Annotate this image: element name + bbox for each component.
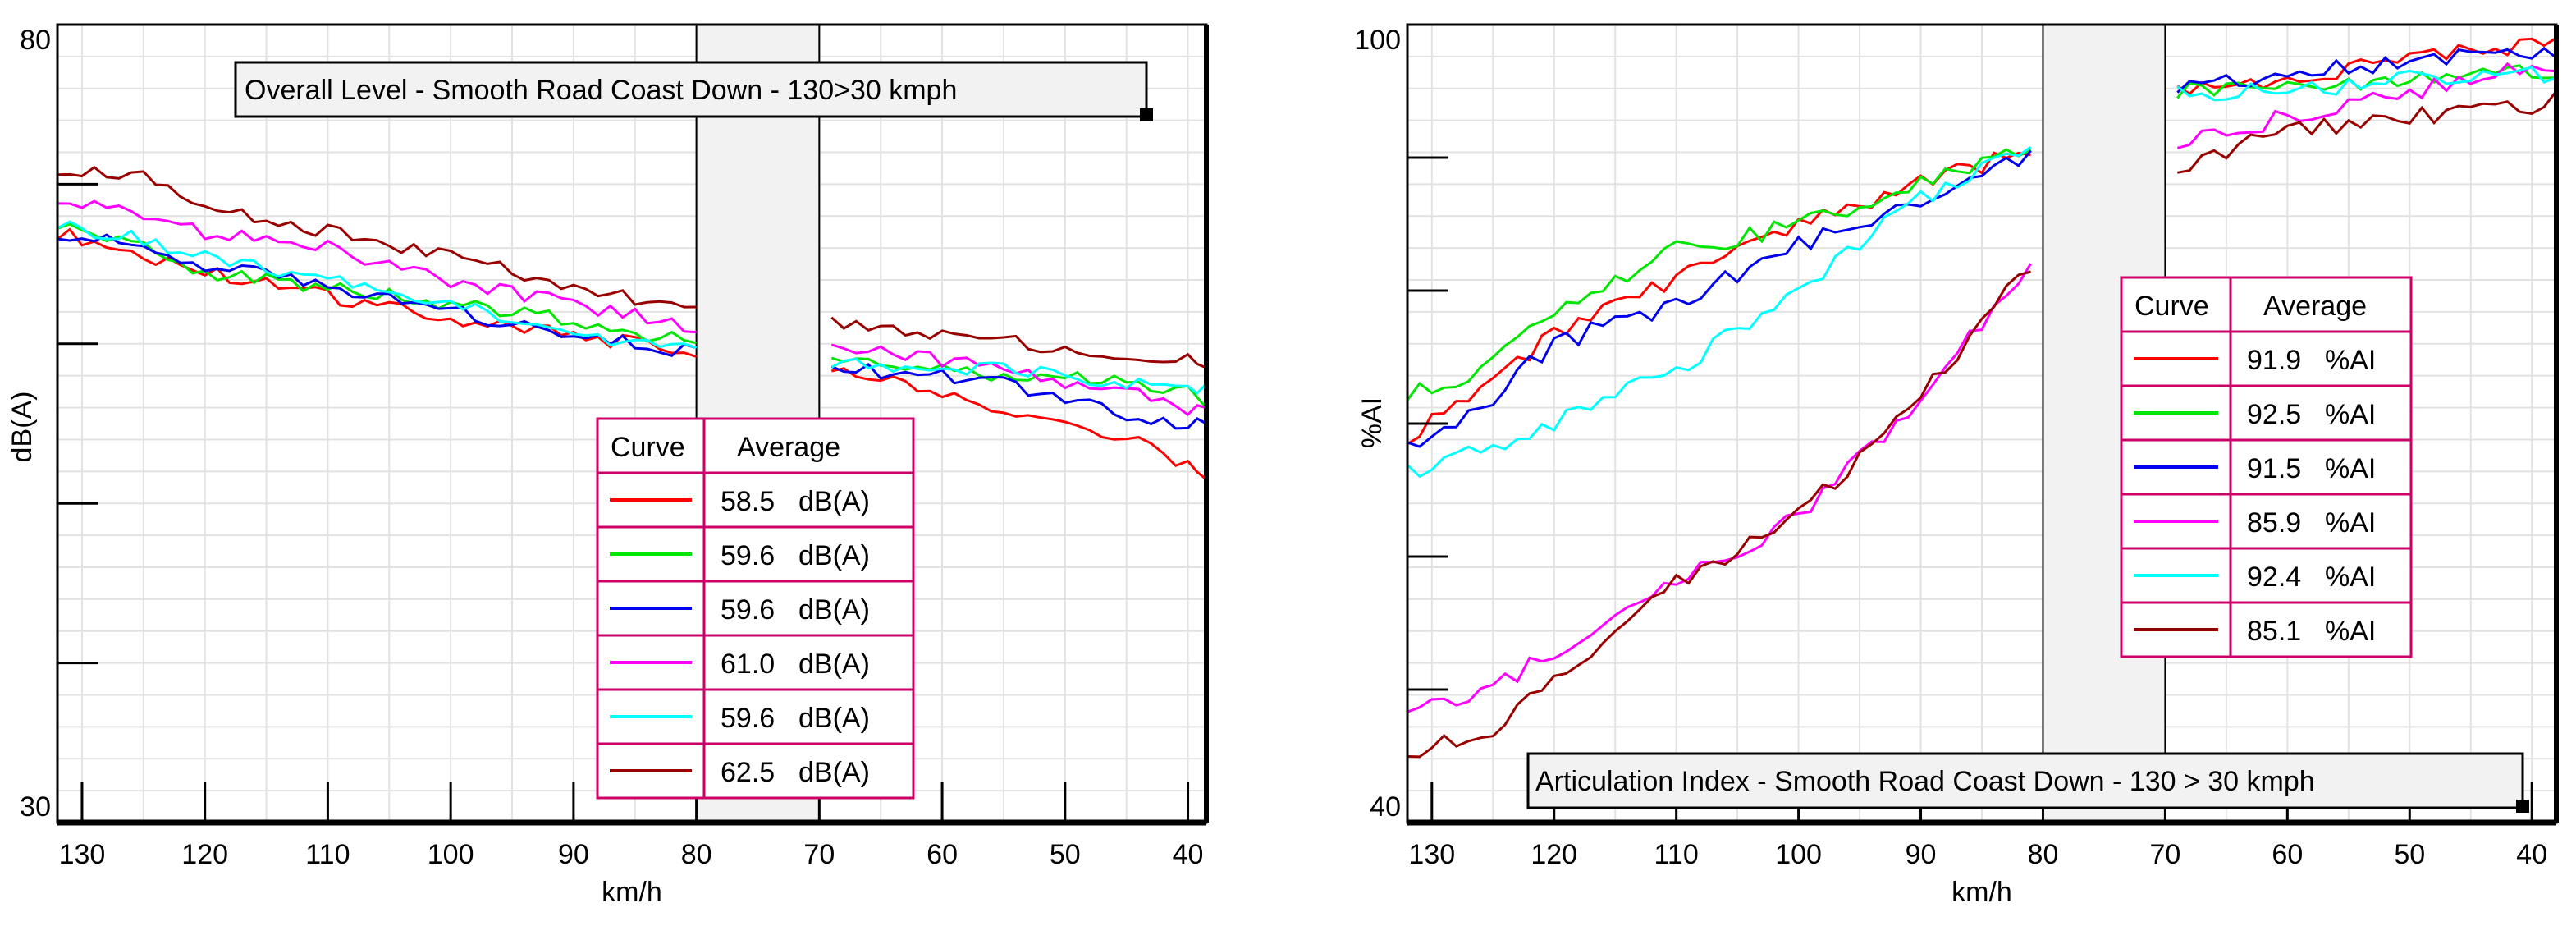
resize-handle-icon [1140, 108, 1153, 121]
overall-level-chart: 130 120 110 100 90 80 70 60 50 40 30 80 km/h dB(A) Ove… [7, 23, 1209, 908]
series-line-2 [830, 356, 1208, 409]
y-axis-label: %AI [1357, 397, 1388, 448]
series-line-4 [57, 199, 697, 334]
x-axis-label: km/h [1951, 877, 2012, 908]
y-tick-label-min: 40 [1370, 791, 1401, 823]
chart-title-box [234, 61, 1148, 118]
legend-average-value: 59.6 [721, 540, 775, 571]
x-tick-label: 80 [2028, 839, 2059, 870]
x-tick-label: 100 [1775, 839, 1822, 870]
legend-average-unit: %AI [2325, 345, 2376, 376]
x-tick-label: 60 [2272, 839, 2303, 870]
legend-header-average: Average [737, 432, 840, 463]
x-tick-label: 80 [681, 839, 712, 870]
legend-average-unit: %AI [2325, 616, 2376, 647]
x-axis-label: km/h [602, 877, 662, 908]
legend-average-value: 59.6 [721, 703, 775, 734]
legend-average-value: 91.5 [2247, 453, 2301, 484]
legend: Curve Average 58.5 dB(A) 59.6 dB(A) 59.6 dB(A) 6… [596, 417, 915, 800]
series-line-5 [1406, 145, 2032, 479]
legend-average-value: 92.5 [2247, 399, 2301, 430]
x-tick-label: 120 [1531, 839, 1577, 870]
legend-average-unit: %AI [2325, 453, 2376, 484]
x-tick-label: 40 [2516, 839, 2547, 870]
series-line-2 [1406, 148, 2032, 401]
legend-average-value: 62.5 [721, 757, 775, 788]
legend-average-unit: %AI [2325, 399, 2376, 430]
series-line-6 [1407, 270, 2031, 759]
chart-title: Articulation Index - Smooth Road Coast D… [1535, 766, 2315, 797]
legend-header-curve: Curve [611, 432, 685, 463]
legend-average-unit: %AI [2325, 507, 2376, 539]
x-tick-label: 110 [305, 839, 350, 870]
legend-average-unit: %AI [2325, 562, 2376, 593]
legend-header-curve: Curve [2134, 291, 2209, 322]
y-tick-label-max: 80 [20, 25, 51, 56]
y-tick-label-min: 30 [20, 791, 51, 823]
legend-average-value: 91.9 [2247, 345, 2301, 376]
series-line-3 [830, 363, 1207, 430]
x-tick-label: 110 [1654, 839, 1699, 870]
legend-average-unit: dB(A) [798, 649, 870, 680]
legend-header-average: Average [2263, 291, 2367, 322]
series-line-5 [2176, 66, 2557, 102]
x-tick-label: 70 [2149, 839, 2180, 870]
series-line-2 [57, 222, 697, 345]
legend-average-unit: dB(A) [798, 703, 870, 734]
legend: Curve Average 91.9 %AI 92.5 %AI 91.5 %AI 85.9 %AI… [2120, 276, 2413, 658]
resize-handle-icon [2516, 800, 2529, 813]
chart-title-box [1526, 752, 2524, 809]
series-line-5 [57, 220, 698, 350]
legend-frame [2120, 276, 2413, 658]
series-line-3 [2176, 46, 2557, 94]
series-line-6 [57, 165, 697, 309]
x-tick-label: 40 [1173, 839, 1204, 870]
x-tick-label: 60 [927, 839, 958, 870]
x-tick-label: 50 [2394, 839, 2425, 870]
series-line-6 [830, 316, 1207, 369]
x-tick-label: 130 [1408, 839, 1455, 870]
x-tick-label: 50 [1050, 839, 1081, 870]
x-tick-label: 130 [59, 839, 106, 870]
chart-title: Overall Level - Smooth Road Coast Down -… [245, 75, 957, 106]
legend-average-value: 92.4 [2247, 562, 2301, 593]
series-line-4 [2176, 62, 2557, 149]
legend-average-unit: dB(A) [798, 757, 870, 788]
series-line-6 [2177, 90, 2558, 174]
legend-average-unit: dB(A) [798, 486, 870, 517]
series-line-4 [1407, 263, 2032, 713]
x-tick-label: 100 [428, 839, 474, 870]
x-tick-label: 70 [803, 839, 835, 870]
legend-average-value: 85.9 [2247, 507, 2301, 539]
legend-average-value: 59.6 [721, 594, 775, 626]
x-tick-label: 90 [1906, 839, 1937, 870]
legend-average-value: 85.1 [2247, 616, 2301, 647]
y-axis-label: dB(A) [7, 392, 38, 463]
series-line-5 [830, 357, 1208, 396]
legend-average-unit: dB(A) [798, 540, 870, 571]
series-line-4 [830, 343, 1207, 417]
series-line-1 [57, 227, 698, 358]
articulation-index-chart: 130 120 110 100 90 80 70 60 50 40 40 100 km/h %AI Arti… [1354, 23, 2559, 908]
x-tick-label: 90 [558, 839, 589, 870]
y-tick-label-max: 100 [1354, 25, 1401, 56]
legend-average-value: 58.5 [721, 486, 775, 517]
x-tick-label: 120 [181, 839, 228, 870]
series-line-3 [1407, 149, 2032, 448]
series-line-3 [57, 233, 698, 357]
series-line-1 [830, 367, 1207, 481]
legend-average-unit: dB(A) [798, 594, 870, 626]
legend-average-value: 61.0 [721, 649, 775, 680]
